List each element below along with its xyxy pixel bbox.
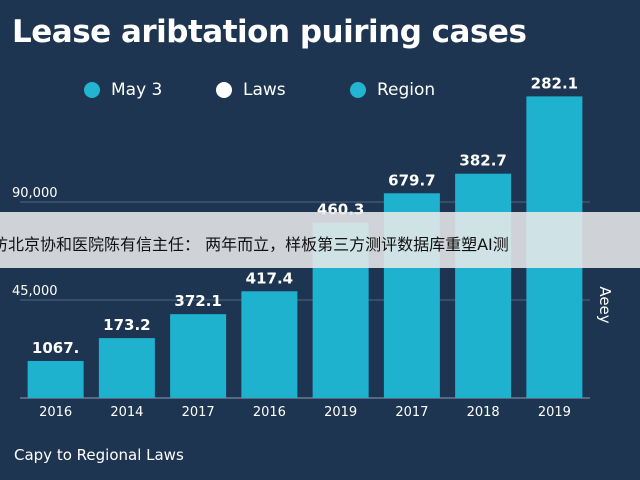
bar [455,173,512,398]
bar [170,314,227,398]
bar-data-label: 282.1 [531,74,578,92]
bar-data-label: 417.4 [246,269,293,287]
legend-item-may-3: May 3 [84,80,162,100]
overlay-banner: 访北京协和医院陈有信主任： 两年而立，样板第三方测评数据库重塑AI测 [0,212,640,268]
bar-data-label: 1067. [32,339,79,357]
bar [241,291,298,398]
bar-data-label: 372.1 [174,292,221,310]
legend-swatch-laws [216,82,232,98]
legend-swatch-may-3 [84,82,100,98]
x-tick-label: 2014 [110,405,143,420]
x-tick-label: 2019 [324,405,357,420]
bar-data-label: 679.7 [388,171,435,189]
legend-item-laws: Laws [216,80,286,100]
legend-label-may-3: May 3 [111,80,163,100]
x-tick-label: 2016 [253,405,286,420]
legend-swatch-region [350,82,366,98]
bar-data-label: 382.7 [459,152,506,170]
legend-label-region: Region [377,80,436,100]
x-tick-label: 2017 [395,405,428,420]
footer-note: Capy to Regional Laws [14,446,184,464]
legend-label-laws: Laws [243,80,286,100]
side-axis-label: Aeey [596,286,614,323]
bar [27,360,84,398]
legend-item-region: Region [350,80,435,100]
y-tick-label: 90,000 [12,186,58,201]
y-tick-label: 45,000 [12,284,58,299]
bar [98,338,155,398]
x-tick-label: 2018 [467,405,500,420]
bar-data-label: 173.2 [103,316,150,334]
x-tick-label: 2017 [182,405,215,420]
x-tick-label: 2019 [538,405,571,420]
overlay-banner-text: 访北京协和医院陈有信主任： 两年而立，样板第三方测评数据库重塑AI测 [0,235,509,254]
x-tick-label: 2016 [39,405,72,420]
chart-title: Lease aribtation puiring cases [12,14,527,50]
